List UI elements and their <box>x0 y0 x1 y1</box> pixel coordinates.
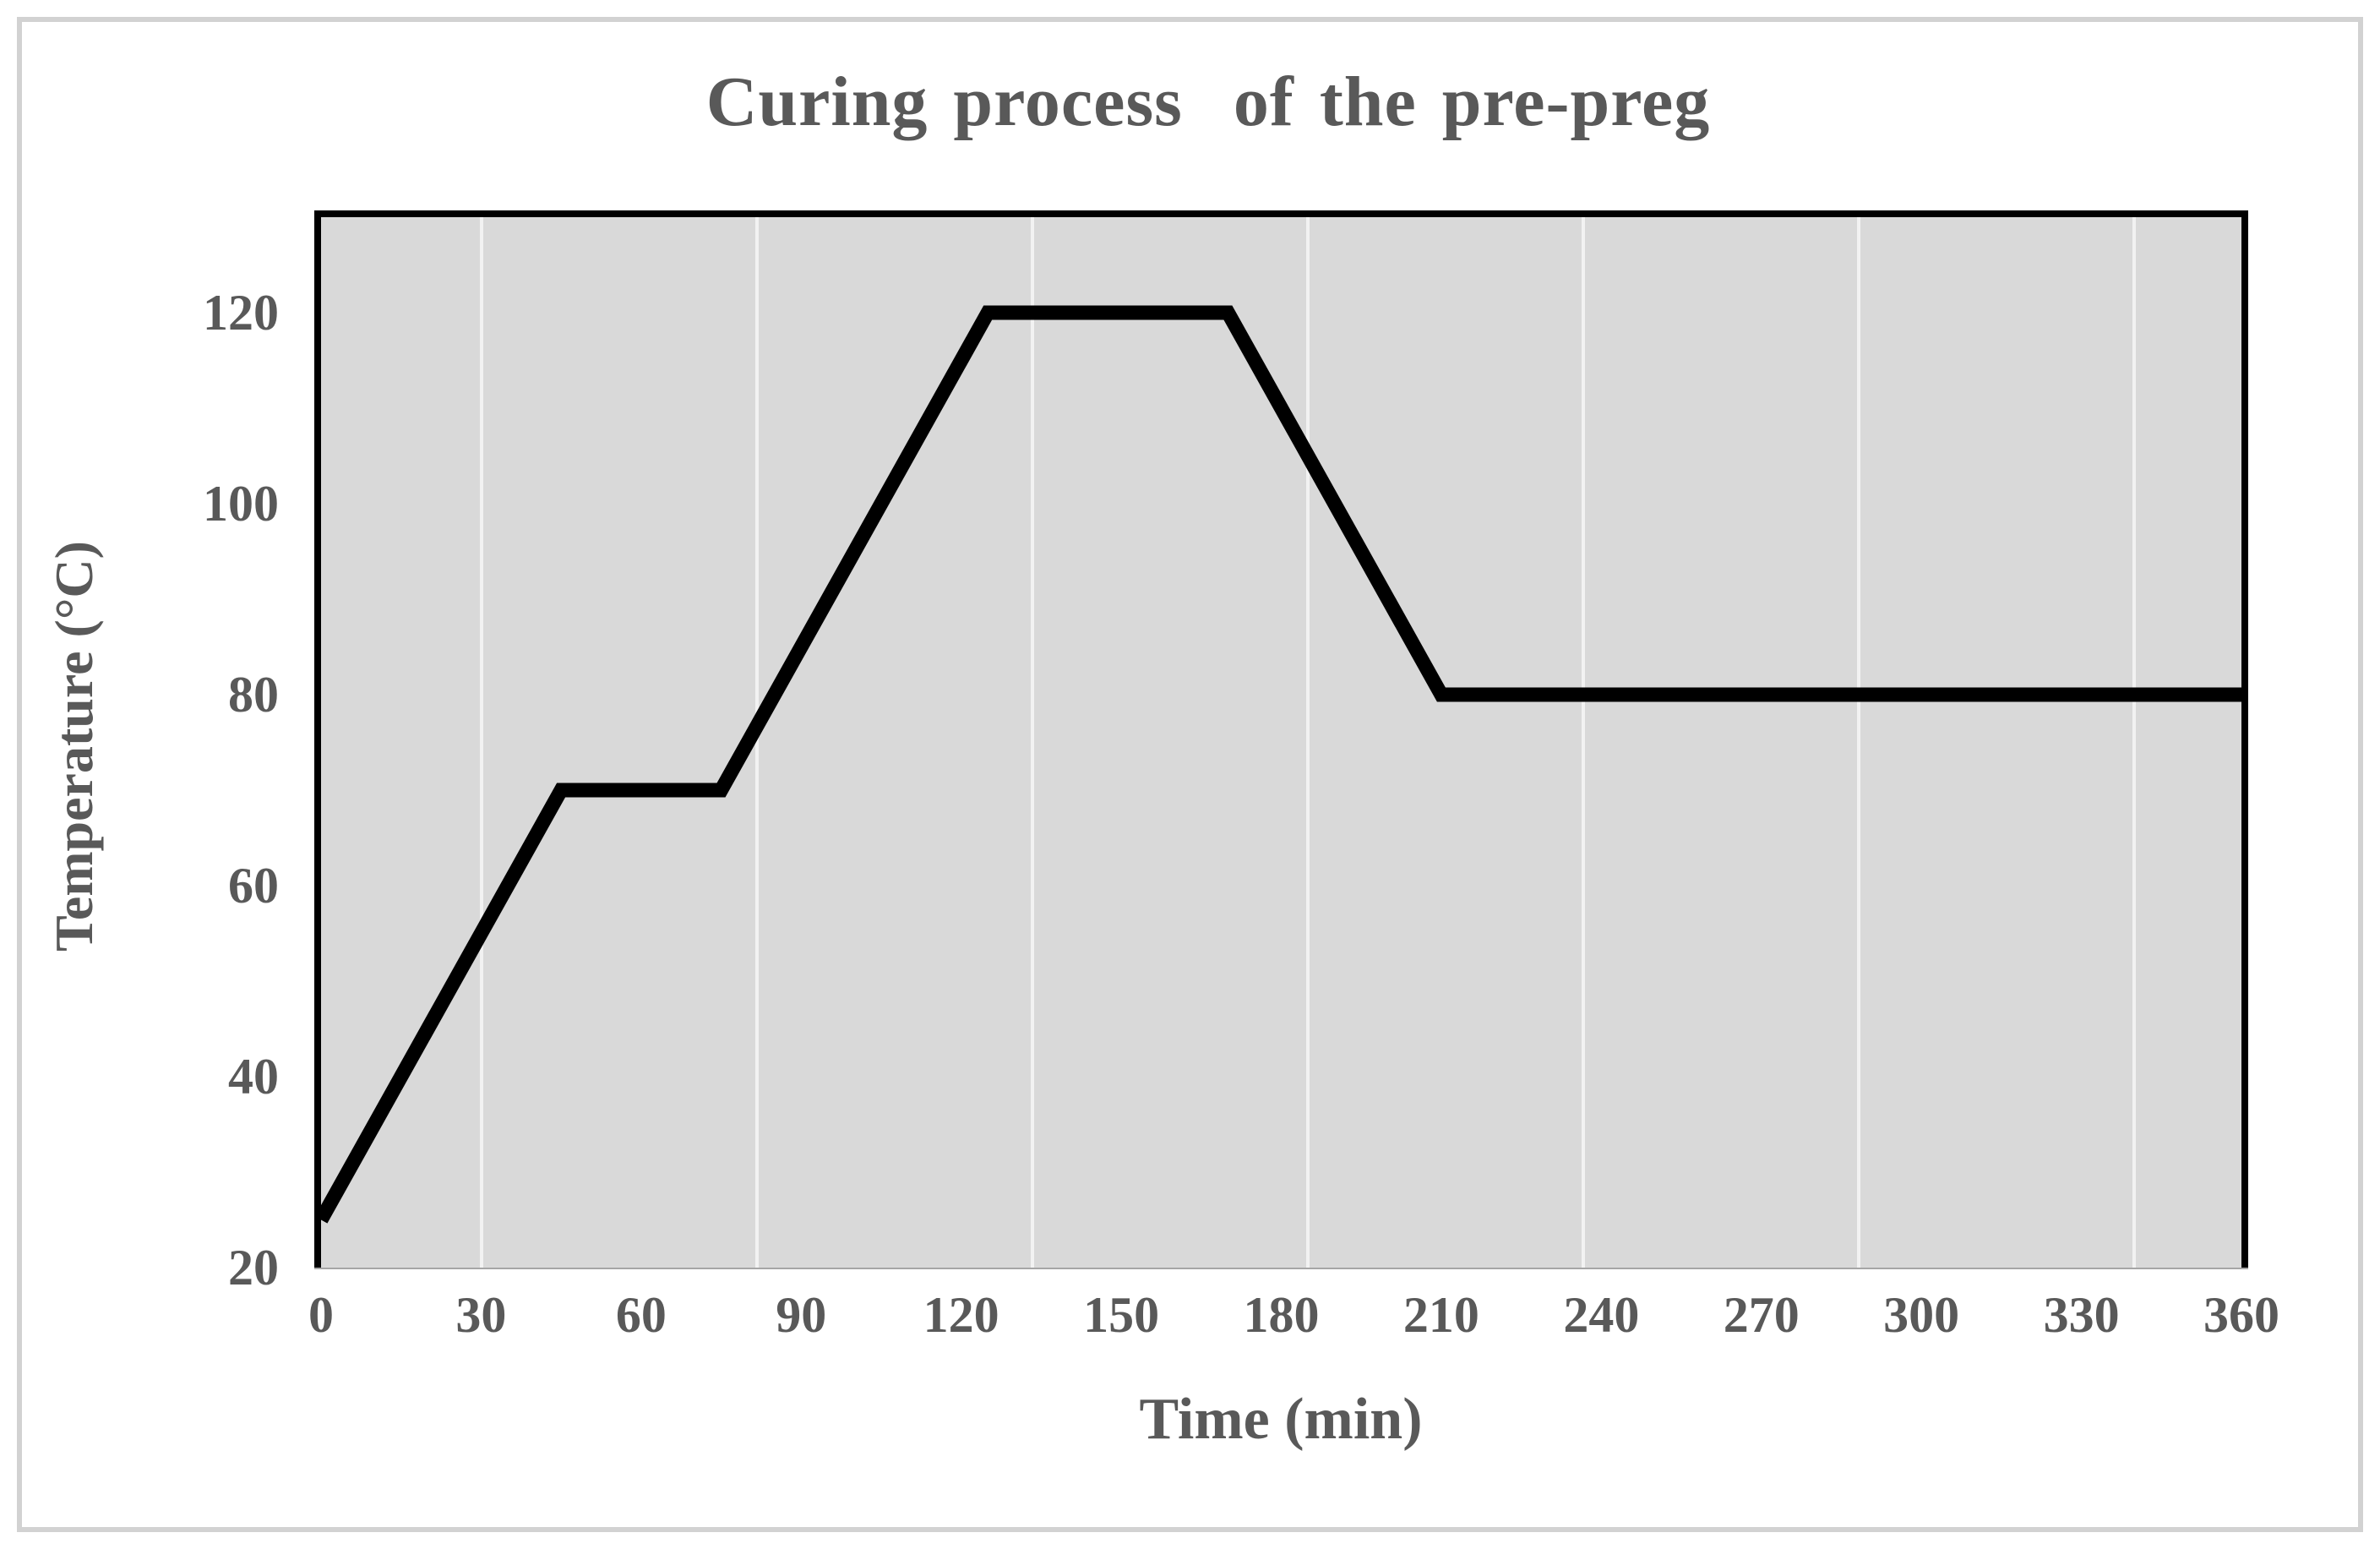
x-axis-title: Time (min) <box>1139 1387 1423 1452</box>
plot-area <box>314 210 2248 1269</box>
y-tick-label: 60 <box>228 858 279 914</box>
vertical-gridline <box>480 217 484 1268</box>
vertical-gridline <box>1582 217 1586 1268</box>
x-tick-label: 60 <box>615 1287 667 1343</box>
vertical-gridline <box>1306 217 1310 1268</box>
x-tick-label: 360 <box>2203 1287 2279 1343</box>
x-tick-label: 150 <box>1083 1287 1160 1343</box>
chart-title: Curing process of the pre-preg <box>705 63 1711 141</box>
plot-border-right <box>2241 210 2248 1268</box>
x-tick-label: 90 <box>776 1287 827 1343</box>
x-tick-label: 0 <box>308 1287 334 1343</box>
vertical-gridline <box>2132 217 2136 1268</box>
x-tick-label: 300 <box>1883 1287 1960 1343</box>
plot-border-bottom <box>314 1268 2248 1269</box>
y-tick-label: 100 <box>203 476 279 532</box>
y-tick-label: 80 <box>228 667 279 723</box>
x-tick-label: 270 <box>1723 1287 1800 1343</box>
plot-border-left <box>314 210 321 1268</box>
y-tick-label: 40 <box>228 1049 279 1104</box>
y-tick-label: 20 <box>228 1240 279 1295</box>
x-tick-label: 240 <box>1563 1287 1640 1343</box>
x-tick-label: 180 <box>1243 1287 1320 1343</box>
y-tick-label: 120 <box>203 285 279 341</box>
x-tick-label: 120 <box>923 1287 999 1343</box>
x-tick-label: 330 <box>2043 1287 2120 1343</box>
temperature-profile-plot <box>314 305 2241 1224</box>
vertical-gridline <box>1856 217 1860 1268</box>
y-axis-title: Temperature (°C) <box>44 541 104 952</box>
vertical-gridline <box>1030 217 1034 1268</box>
x-tick-label: 210 <box>1402 1287 1479 1343</box>
plot-border-top <box>314 210 2248 217</box>
vertical-gridline <box>754 217 759 1268</box>
x-tick-label: 30 <box>455 1287 507 1343</box>
temperature-profile-line <box>314 305 2241 1224</box>
